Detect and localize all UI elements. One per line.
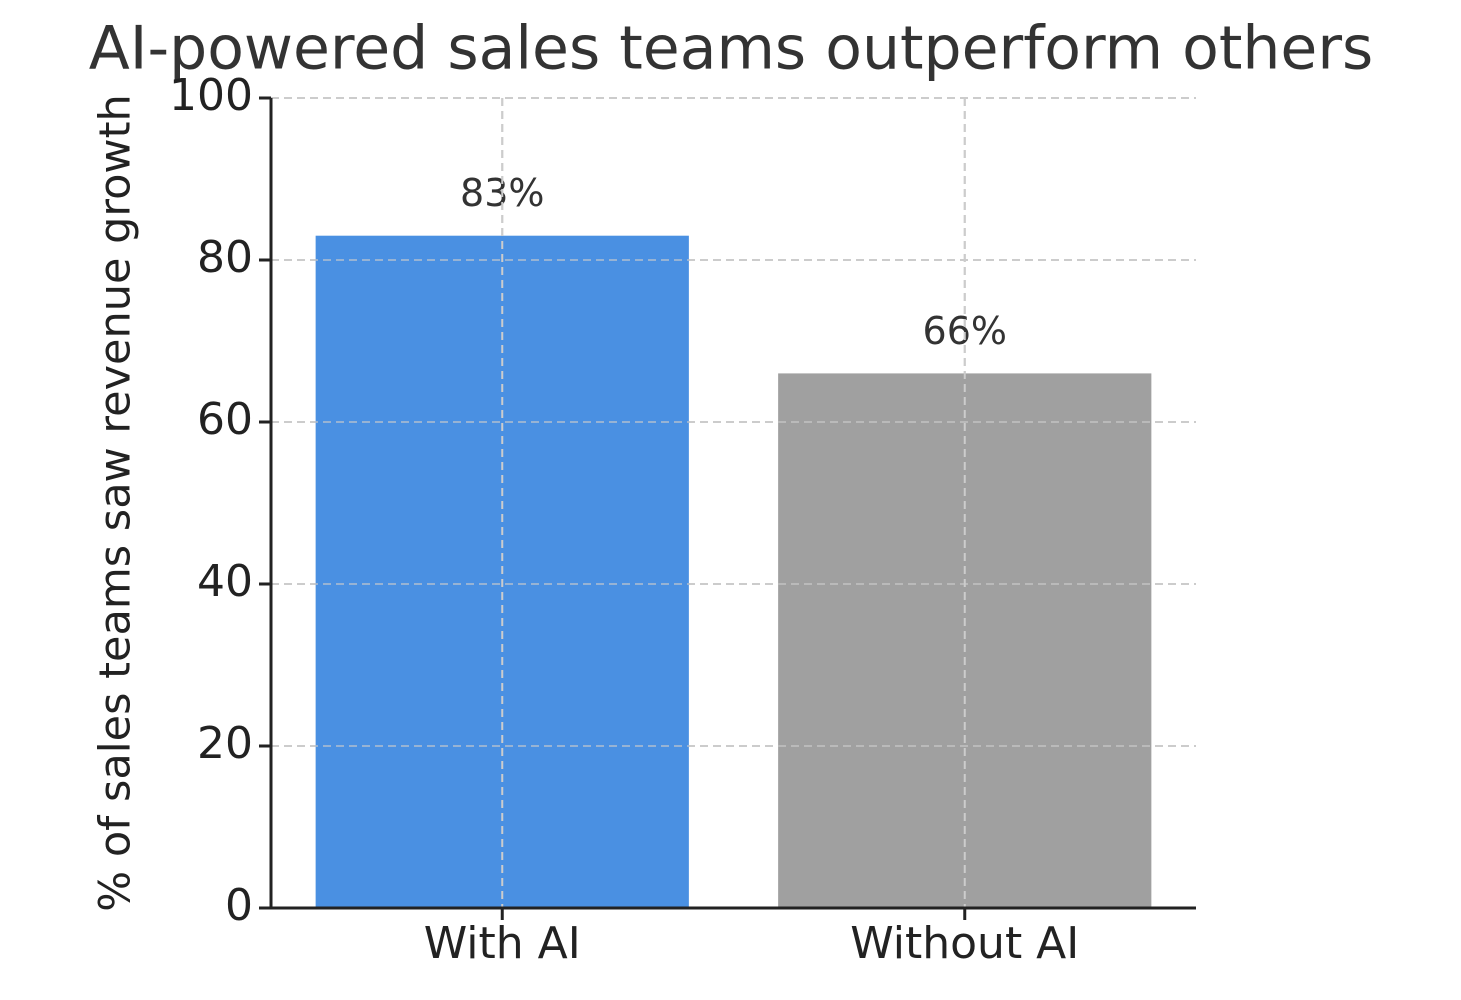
y-tick-label: 100: [169, 70, 253, 121]
y-tick-label: 0: [225, 880, 253, 931]
y-axis-label: % of sales teams saw revenue growth: [91, 94, 141, 911]
chart-title: AI-powered sales teams outperform others: [89, 14, 1374, 84]
y-tick-label: 80: [197, 232, 253, 283]
y-tick-label: 20: [197, 718, 253, 769]
x-tick-label: With AI: [424, 918, 581, 969]
y-tick-label: 40: [197, 556, 253, 607]
y-tick-label: 60: [197, 394, 253, 445]
x-tick-label: Without AI: [850, 918, 1079, 969]
